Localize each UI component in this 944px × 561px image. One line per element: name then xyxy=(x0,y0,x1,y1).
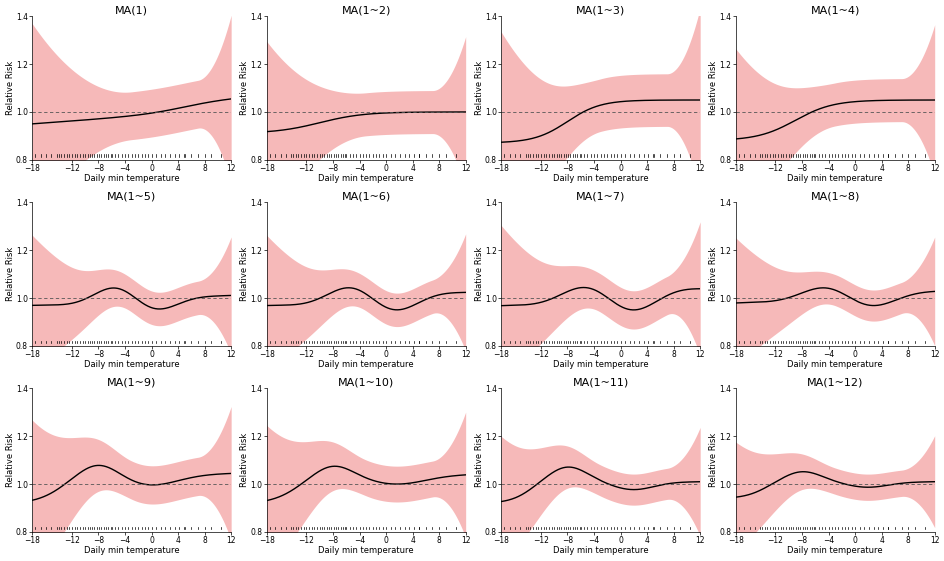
Title: MA(1~7): MA(1~7) xyxy=(575,192,625,201)
Y-axis label: Relative Risk: Relative Risk xyxy=(6,433,14,488)
X-axis label: Daily min temperature: Daily min temperature xyxy=(84,360,179,369)
Y-axis label: Relative Risk: Relative Risk xyxy=(708,247,717,301)
Title: MA(1~9): MA(1~9) xyxy=(107,378,156,388)
X-axis label: Daily min temperature: Daily min temperature xyxy=(552,546,648,555)
Title: MA(1~8): MA(1~8) xyxy=(810,192,859,201)
Y-axis label: Relative Risk: Relative Risk xyxy=(474,247,483,301)
X-axis label: Daily min temperature: Daily min temperature xyxy=(552,360,648,369)
X-axis label: Daily min temperature: Daily min temperature xyxy=(786,546,882,555)
Y-axis label: Relative Risk: Relative Risk xyxy=(240,247,249,301)
Y-axis label: Relative Risk: Relative Risk xyxy=(240,433,249,488)
Title: MA(1): MA(1) xyxy=(115,6,148,16)
Y-axis label: Relative Risk: Relative Risk xyxy=(474,433,483,488)
Y-axis label: Relative Risk: Relative Risk xyxy=(708,433,717,488)
Y-axis label: Relative Risk: Relative Risk xyxy=(240,61,249,115)
X-axis label: Daily min temperature: Daily min temperature xyxy=(318,360,413,369)
Y-axis label: Relative Risk: Relative Risk xyxy=(474,61,483,115)
Title: MA(1~3): MA(1~3) xyxy=(576,6,625,16)
Title: MA(1~11): MA(1~11) xyxy=(572,378,628,388)
X-axis label: Daily min temperature: Daily min temperature xyxy=(84,174,179,183)
Title: MA(1~4): MA(1~4) xyxy=(810,6,859,16)
Title: MA(1~2): MA(1~2) xyxy=(341,6,391,16)
X-axis label: Daily min temperature: Daily min temperature xyxy=(786,174,882,183)
Title: MA(1~6): MA(1~6) xyxy=(341,192,391,201)
Title: MA(1~12): MA(1~12) xyxy=(806,378,863,388)
X-axis label: Daily min temperature: Daily min temperature xyxy=(552,174,648,183)
X-axis label: Daily min temperature: Daily min temperature xyxy=(318,546,413,555)
Y-axis label: Relative Risk: Relative Risk xyxy=(6,61,14,115)
X-axis label: Daily min temperature: Daily min temperature xyxy=(318,174,413,183)
Title: MA(1~5): MA(1~5) xyxy=(107,192,156,201)
Title: MA(1~10): MA(1~10) xyxy=(338,378,394,388)
X-axis label: Daily min temperature: Daily min temperature xyxy=(786,360,882,369)
X-axis label: Daily min temperature: Daily min temperature xyxy=(84,546,179,555)
Y-axis label: Relative Risk: Relative Risk xyxy=(708,61,717,115)
Y-axis label: Relative Risk: Relative Risk xyxy=(6,247,14,301)
